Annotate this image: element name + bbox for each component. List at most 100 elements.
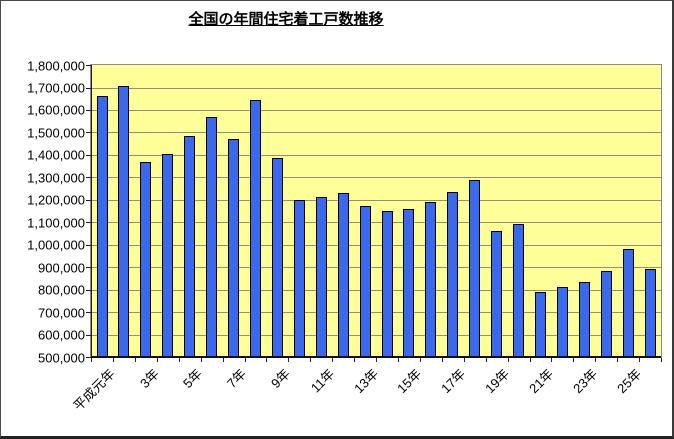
x-tick bbox=[178, 358, 180, 362]
x-tick bbox=[288, 358, 290, 362]
gridline bbox=[91, 199, 661, 201]
y-tick bbox=[86, 109, 91, 111]
y-tick bbox=[86, 65, 91, 66]
bar-11年 bbox=[315, 196, 327, 357]
x-tick bbox=[595, 358, 597, 362]
gridline bbox=[91, 334, 661, 336]
x-tick bbox=[91, 358, 92, 362]
gridline bbox=[91, 312, 661, 314]
bar-10年 bbox=[293, 200, 305, 357]
y-axis-label: 1,500,000 bbox=[27, 125, 85, 141]
y-tick bbox=[86, 222, 91, 224]
y-axis-label: 1,100,000 bbox=[27, 215, 85, 231]
bar-25年 bbox=[622, 249, 634, 357]
y-axis-label: 600,000 bbox=[38, 327, 85, 343]
x-axis-label: 17年 bbox=[438, 366, 469, 397]
y-axis-label: 1,300,000 bbox=[27, 170, 85, 186]
x-tick bbox=[354, 358, 356, 362]
x-axis-label: 25年 bbox=[613, 366, 644, 397]
bar-26年 bbox=[644, 268, 656, 357]
x-tick bbox=[507, 358, 509, 362]
x-tick bbox=[266, 358, 268, 362]
x-axis-label: 7年 bbox=[224, 366, 250, 392]
y-axis-line bbox=[91, 65, 92, 357]
x-tick bbox=[485, 358, 487, 362]
bar-8年 bbox=[249, 100, 261, 357]
x-axis-label: 13年 bbox=[350, 366, 381, 397]
y-axis-label: 500,000 bbox=[38, 350, 85, 365]
bar-7年 bbox=[228, 139, 239, 357]
gridline bbox=[91, 289, 661, 291]
gridline bbox=[91, 177, 661, 179]
x-tick bbox=[134, 358, 136, 362]
gridline bbox=[91, 109, 661, 111]
x-tick bbox=[310, 358, 312, 362]
bar-24年 bbox=[600, 271, 612, 357]
x-axis-label: 23年 bbox=[570, 366, 601, 397]
bar-16年 bbox=[425, 202, 437, 357]
y-axis-label: 1,200,000 bbox=[27, 192, 85, 208]
x-tick bbox=[222, 358, 224, 362]
x-tick bbox=[529, 358, 531, 362]
y-axis-label: 900,000 bbox=[38, 260, 85, 276]
y-axis-label: 1,700,000 bbox=[27, 80, 85, 96]
x-tick bbox=[463, 358, 465, 362]
x-axis-label: 15年 bbox=[394, 366, 425, 397]
x-tick bbox=[376, 358, 377, 362]
x-tick bbox=[661, 358, 662, 362]
y-axis-label: 1,400,000 bbox=[27, 147, 85, 163]
y-tick bbox=[86, 267, 91, 269]
x-tick bbox=[573, 358, 575, 362]
gridline bbox=[91, 154, 661, 156]
x-tick bbox=[156, 358, 158, 362]
x-tick bbox=[397, 358, 399, 362]
bar-20年 bbox=[513, 223, 524, 357]
bar-23年 bbox=[578, 282, 590, 357]
y-tick bbox=[86, 132, 91, 134]
x-axis-label: 5年 bbox=[180, 366, 206, 392]
gridline bbox=[91, 222, 661, 224]
y-tick bbox=[86, 334, 91, 336]
bar-17年 bbox=[447, 191, 459, 357]
bar-19年 bbox=[491, 231, 503, 357]
bar-18年 bbox=[469, 179, 481, 357]
bar-12年 bbox=[337, 193, 349, 357]
y-axis-label: 1,000,000 bbox=[27, 237, 85, 253]
y-axis-label: 800,000 bbox=[38, 282, 85, 298]
bar-21年 bbox=[534, 292, 546, 357]
x-axis-label: 19年 bbox=[482, 366, 513, 397]
y-axis-label: 700,000 bbox=[38, 305, 85, 321]
y-tick bbox=[86, 244, 91, 246]
bar-22年 bbox=[556, 286, 568, 357]
x-axis-label: 21年 bbox=[526, 366, 557, 397]
x-tick bbox=[617, 358, 619, 362]
plot-area: 1,800,000 1,700,000 1,600,000 1,500,000 1,40… bbox=[27, 58, 662, 414]
gridline bbox=[91, 267, 661, 269]
chart-title: 全国の年間住宅着工戸数推移 bbox=[188, 11, 384, 28]
x-tick bbox=[244, 358, 246, 362]
x-axis-label: 平成元年 bbox=[70, 366, 118, 414]
bar-3年 bbox=[140, 161, 152, 357]
x-tick bbox=[419, 358, 421, 362]
bar-2年 bbox=[118, 85, 130, 357]
bar-9年 bbox=[271, 157, 283, 357]
bar-14年 bbox=[381, 210, 393, 357]
y-tick bbox=[86, 199, 91, 201]
x-axis-label: 11年 bbox=[307, 366, 337, 396]
y-tick bbox=[86, 312, 91, 314]
y-tick bbox=[86, 154, 91, 156]
x-tick bbox=[332, 358, 334, 362]
gridline bbox=[91, 132, 661, 134]
x-tick bbox=[551, 358, 553, 362]
bar-15年 bbox=[403, 208, 415, 357]
bar-5年 bbox=[184, 135, 196, 357]
x-axis-label: 3年 bbox=[136, 366, 162, 392]
bar-4年 bbox=[162, 154, 174, 357]
bar-6年 bbox=[206, 116, 218, 357]
x-tick bbox=[112, 358, 114, 362]
gridline bbox=[91, 244, 661, 246]
y-axis-label: 1,800,000 bbox=[27, 58, 85, 73]
x-tick bbox=[441, 358, 443, 362]
y-tick bbox=[86, 357, 91, 358]
